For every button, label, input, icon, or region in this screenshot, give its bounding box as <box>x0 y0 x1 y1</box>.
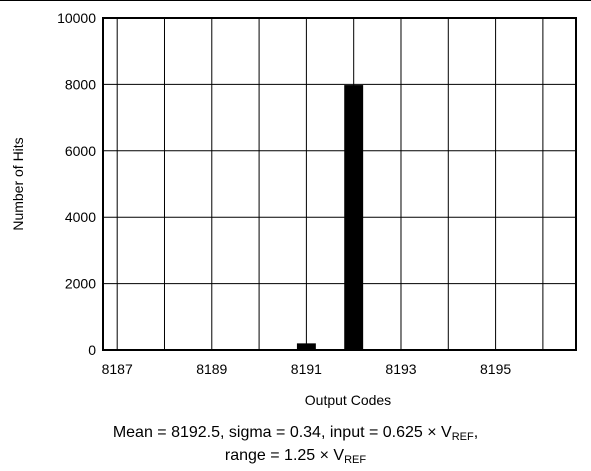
x-tick-label: 8195 <box>480 361 511 377</box>
y-axis-label: Number of Hits <box>10 137 26 230</box>
caption-line-2-text: range = 1.25 × V <box>224 447 345 464</box>
y-tick-label: 6000 <box>65 143 96 159</box>
caption-line-1-subscript: REF <box>451 431 474 443</box>
grid <box>103 18 576 350</box>
caption-line-2: range = 1.25 × VREF <box>0 446 591 466</box>
y-tick-label: 8000 <box>65 76 96 92</box>
y-tick-label: 4000 <box>65 209 96 225</box>
x-tick-label: 8193 <box>385 361 416 377</box>
y-tick-label: 10000 <box>57 10 96 26</box>
x-tick-label: 8189 <box>196 361 227 377</box>
y-tick-labels: 0 2000 4000 6000 8000 10000 <box>57 10 96 358</box>
bar-8191 <box>296 343 316 350</box>
x-tick-label: 8187 <box>102 361 133 377</box>
caption-line-1: Mean = 8192.5, sigma = 0.34, input = 0.6… <box>0 423 591 443</box>
bar-8192 <box>344 85 364 351</box>
caption-line-2-subscript: REF <box>344 454 367 466</box>
caption-line-1-text: Mean = 8192.5, sigma = 0.34, input = 0.6… <box>112 424 452 441</box>
bars <box>296 85 364 351</box>
caption-line-1-suffix: , <box>473 424 479 441</box>
y-tick-label: 0 <box>88 342 96 358</box>
x-axis-label: Output Codes <box>305 392 391 408</box>
plot-frame <box>102 17 577 351</box>
y-tick-label: 2000 <box>65 276 96 292</box>
top-rule <box>0 0 591 1</box>
x-tick-labels: 8187 8189 8191 8193 8195 <box>102 361 512 377</box>
x-tick-label: 8191 <box>291 361 322 377</box>
